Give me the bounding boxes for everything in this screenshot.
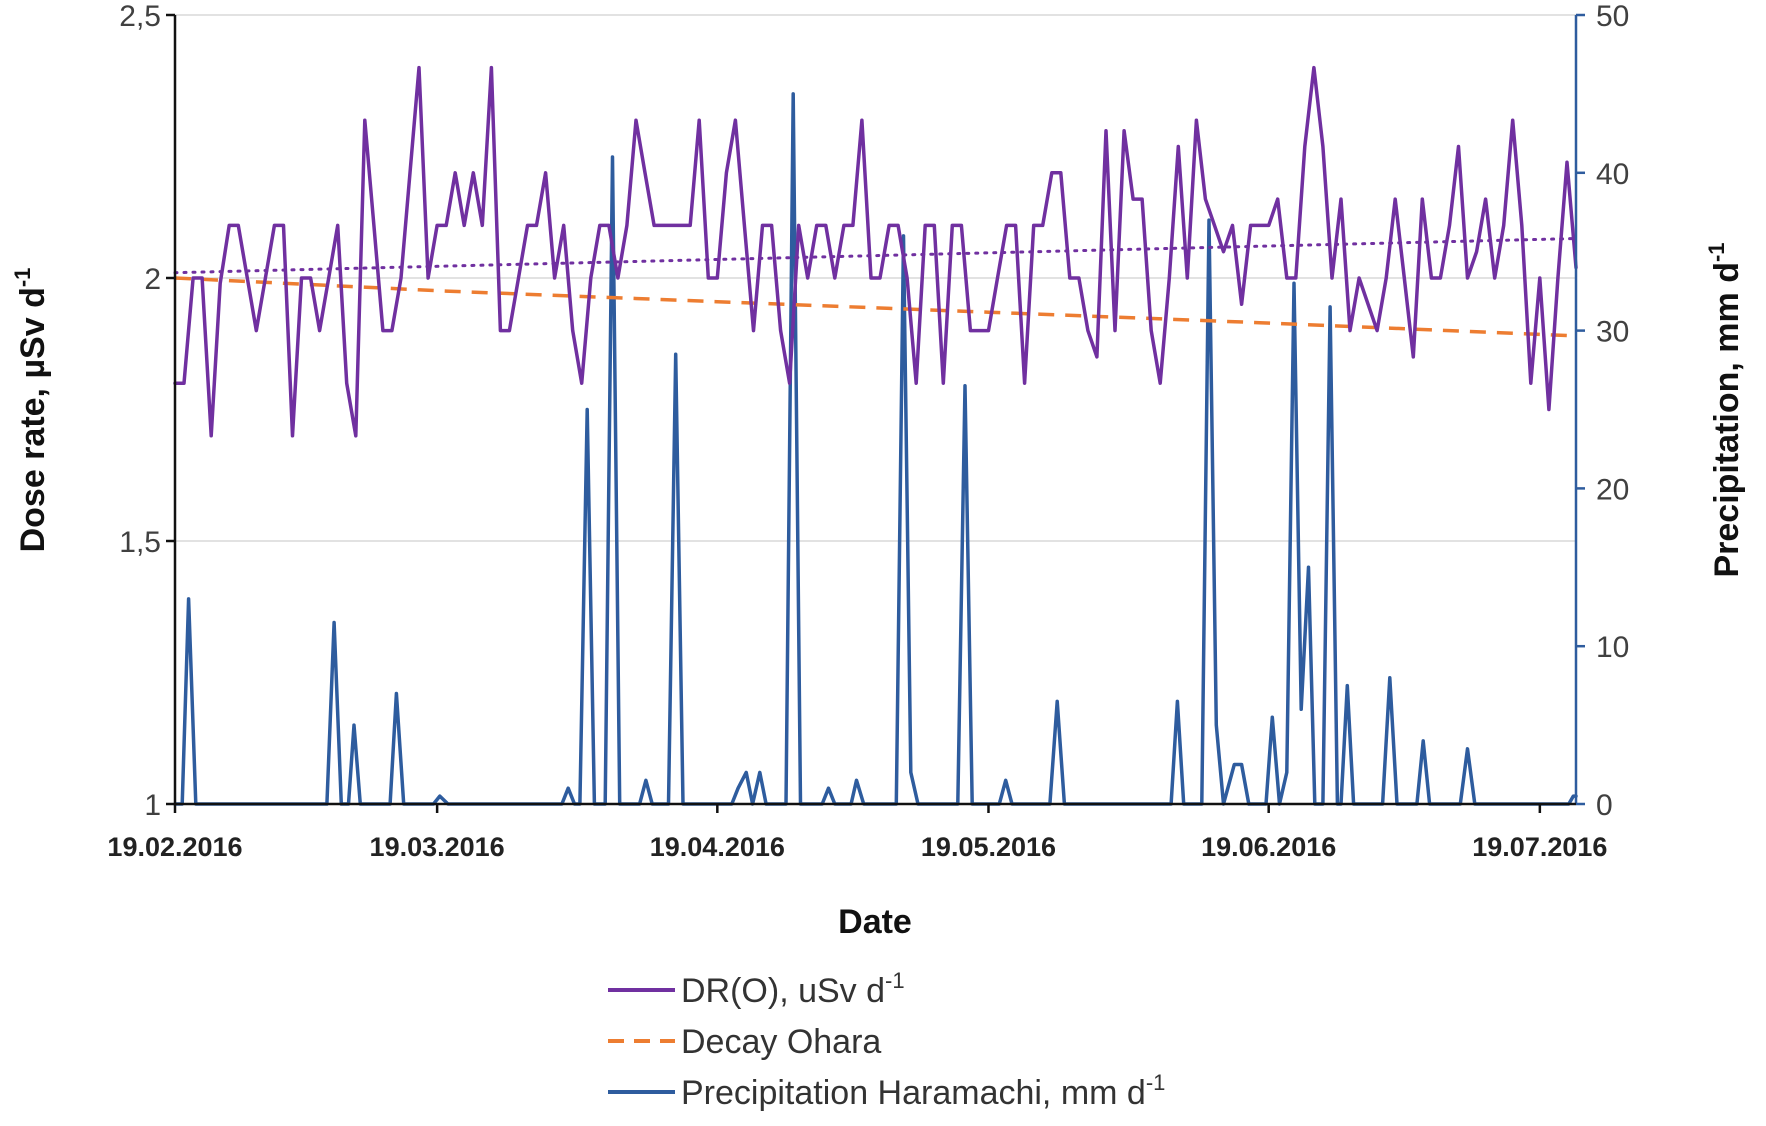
right-tick-label: 10 <box>1596 631 1629 664</box>
series-line-precipitation-haramachi-mm-d <box>173 92 1578 806</box>
x-tick-label: 19.03.2016 <box>370 832 505 862</box>
x-tick-label: 19.06.2016 <box>1201 832 1336 862</box>
x-axis-title: Date <box>838 903 912 941</box>
right-tick-label: 20 <box>1596 473 1629 506</box>
x-tick-label: 19.07.2016 <box>1472 832 1607 862</box>
axes <box>173 15 1578 806</box>
right-tick-label: 30 <box>1596 316 1629 349</box>
right-axis-title-sup: -1 <box>1704 242 1729 262</box>
left-tick-label: 1 <box>144 789 161 822</box>
right-axis-ticks: 0 10 20 30 40 50 <box>1576 0 1629 822</box>
left-tick-label: 2 <box>144 263 161 296</box>
right-tick-label: 40 <box>1596 158 1629 191</box>
legend: DR(O), uSv d-1 Decay Ohara Precipitation H… <box>608 968 1165 1112</box>
x-tick-label: 19.05.2016 <box>921 832 1056 862</box>
right-axis-title-text: Precipitation, mm d <box>1708 262 1746 578</box>
x-tick-label: 19.02.2016 <box>107 832 242 862</box>
series-line-dr-o-usv-d <box>173 65 1578 438</box>
left-axis-title: Dose rate, µSv d-1 <box>10 268 52 553</box>
left-tick-label: 1,5 <box>119 526 161 559</box>
right-tick-label: 50 <box>1596 0 1629 33</box>
legend-label: DR(O), uSv d-1 <box>681 968 905 1010</box>
left-axis-ticks: 1 1,5 2 2,5 <box>119 0 175 822</box>
right-axis-title: Precipitation, mm d-1 <box>1704 242 1746 577</box>
left-axis-title-text: Dose rate, µSv d <box>14 287 52 552</box>
series-line-decay-ohara <box>174 276 1577 338</box>
x-tick-label: 19.04.2016 <box>650 832 785 862</box>
x-axis-ticks: 19.02.2016 19.03.2016 19.04.2016 19.05.2016… <box>107 804 1607 862</box>
left-tick-label: 2,5 <box>119 0 161 33</box>
series-line-dr-o-trend <box>173 237 1578 275</box>
legend-label: Decay Ohara <box>681 1023 881 1061</box>
legend-label: Precipitation Haramachi, mm d-1 <box>681 1070 1165 1112</box>
left-axis-title-sup: -1 <box>10 268 35 288</box>
right-tick-label: 0 <box>1596 789 1613 822</box>
series-layer <box>173 65 1578 806</box>
